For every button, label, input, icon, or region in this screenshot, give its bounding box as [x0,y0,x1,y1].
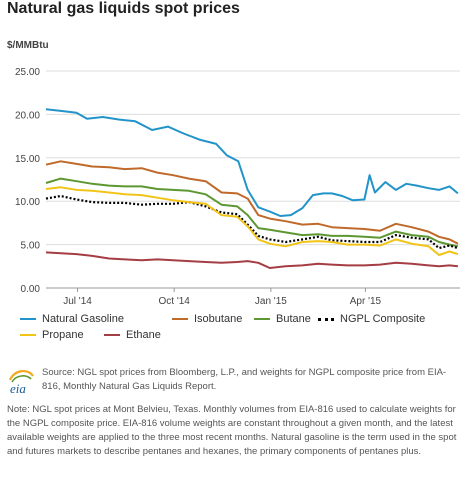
y-tick-label: 5.00 [21,241,41,252]
legend-label: Butane [276,313,311,325]
series-line-propane [45,186,459,256]
legend-label: NGPL Composite [340,313,426,325]
x-tick-label: Jul '14 [63,296,92,307]
legend-label: Propane [42,329,84,341]
x-tick-label: Apr '15 [350,296,382,307]
legend-item-ngpl-composite: NGPL Composite [318,312,425,326]
chart-title: Natural gas liquids spot prices [7,0,240,17]
legend-swatch [104,334,120,336]
y-tick-label: 0.00 [21,284,41,295]
series-line-natural-gasoline [45,108,459,217]
logo-text: eia [10,381,26,396]
legend-swatch [172,318,188,320]
legend-swatch [254,318,270,320]
legend-item-butane: Butane [254,312,311,326]
legend-item-ethane: Ethane [104,328,161,342]
legend-label: Isobutane [194,313,243,325]
y-axis-unit-label: $/MMBtu [7,40,49,51]
y-tick-label: 25.00 [15,67,40,78]
x-tick-label: Jan '15 [255,296,287,307]
legend-item-propane: Propane [20,328,84,342]
series-line-ethane [45,251,459,269]
source-note: Source: NGL spot prices from Bloomberg, … [42,367,447,392]
y-tick-label: 20.00 [15,110,40,121]
legend-swatch [20,334,36,336]
legend-swatch [20,318,36,320]
series-line-isobutane [45,160,459,245]
legend-swatch [318,317,334,321]
line-chart: 0.00 5.00 10.00 15.00 20.00 25.00 Jul '14 Oct '… [15,67,460,307]
legend-label: Ethane [126,329,161,341]
legend-label: Natural Gasoline [42,313,124,325]
legend-item-natural-gasoline: Natural Gasoline [20,312,124,326]
series-line-butane [45,177,459,248]
series-line-ngpl-composite [45,194,459,250]
legend-item-isobutane: Isobutane [172,312,242,326]
footnote: Note: NGL spot prices at Mont Belvieu, T… [7,404,457,457]
y-tick-label: 15.00 [15,154,40,165]
y-tick-label: 10.00 [15,197,40,208]
eia-logo: eia [8,370,34,396]
x-tick-label: Oct '14 [159,296,191,307]
